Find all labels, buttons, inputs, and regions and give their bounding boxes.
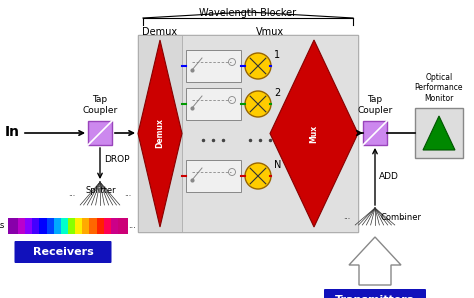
Bar xyxy=(25,218,32,234)
Bar xyxy=(32,218,39,234)
Bar xyxy=(82,218,90,234)
Text: Transmitters: Transmitters xyxy=(335,295,415,298)
Polygon shape xyxy=(349,237,401,285)
Polygon shape xyxy=(423,116,455,150)
Text: ...: ... xyxy=(128,221,136,230)
Bar xyxy=(415,108,463,158)
Text: ...: ... xyxy=(400,212,407,221)
Bar xyxy=(118,218,128,234)
Text: DROP: DROP xyxy=(104,155,129,164)
Bar xyxy=(182,35,358,232)
Text: Optical
Performance
Monitor: Optical Performance Monitor xyxy=(415,73,463,103)
Text: ...: ... xyxy=(125,189,132,198)
Text: N: N xyxy=(274,160,282,170)
Bar xyxy=(186,160,241,192)
Bar xyxy=(75,218,82,234)
Text: Vmux: Vmux xyxy=(256,27,284,37)
Text: In: In xyxy=(5,125,20,139)
Text: Splitter: Splitter xyxy=(86,186,117,195)
Text: ...: ... xyxy=(344,212,351,221)
Text: Filters: Filters xyxy=(0,221,4,230)
Bar xyxy=(8,218,18,234)
Text: ADD: ADD xyxy=(379,172,399,181)
Text: ...: ... xyxy=(0,221,2,230)
Bar xyxy=(68,218,75,234)
Text: Demux: Demux xyxy=(155,119,164,148)
Bar xyxy=(138,35,182,232)
Bar xyxy=(90,218,97,234)
Bar xyxy=(186,50,241,82)
Text: Tap
Coupler: Tap Coupler xyxy=(357,95,392,115)
Bar xyxy=(61,218,68,234)
Bar xyxy=(39,218,46,234)
FancyBboxPatch shape xyxy=(15,241,111,263)
Polygon shape xyxy=(270,40,358,227)
Bar xyxy=(104,218,111,234)
Text: 2: 2 xyxy=(274,88,280,98)
Text: Receivers: Receivers xyxy=(33,247,93,257)
Text: 1: 1 xyxy=(274,50,280,60)
Text: Combiner: Combiner xyxy=(381,213,422,222)
Text: Mux: Mux xyxy=(310,125,319,142)
Polygon shape xyxy=(138,40,182,227)
Text: Tap
Coupler: Tap Coupler xyxy=(82,95,118,115)
Bar xyxy=(88,121,112,145)
Bar xyxy=(97,218,104,234)
Bar xyxy=(186,88,241,120)
Bar xyxy=(54,218,61,234)
Bar xyxy=(111,218,118,234)
Bar xyxy=(18,218,25,234)
Circle shape xyxy=(245,91,271,117)
Circle shape xyxy=(245,163,271,189)
Text: Wavelength Blocker: Wavelength Blocker xyxy=(200,8,297,18)
Circle shape xyxy=(245,53,271,79)
Text: Demux: Demux xyxy=(143,27,178,37)
Bar xyxy=(46,218,54,234)
Bar xyxy=(138,35,358,232)
FancyBboxPatch shape xyxy=(324,289,426,298)
Text: ...: ... xyxy=(68,189,75,198)
Bar xyxy=(363,121,387,145)
